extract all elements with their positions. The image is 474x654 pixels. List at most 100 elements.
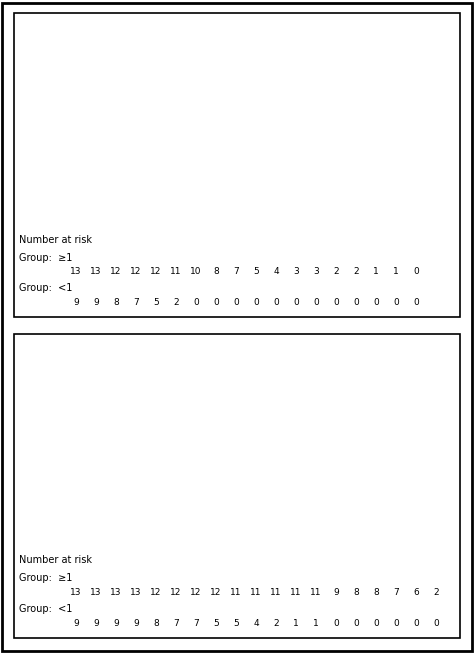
Text: 9: 9 bbox=[113, 619, 119, 628]
Line: <1: <1 bbox=[76, 28, 196, 226]
≥1 bbox=[173, 38, 179, 46]
Legend: ≥1, <1: ≥1, <1 bbox=[358, 398, 431, 448]
Text: 0: 0 bbox=[253, 298, 259, 307]
Text: 8: 8 bbox=[373, 587, 379, 596]
<1 bbox=[113, 38, 118, 46]
Text: 7: 7 bbox=[233, 267, 239, 276]
≥1 bbox=[273, 161, 279, 169]
≥1 bbox=[393, 206, 399, 214]
≥1 bbox=[133, 345, 139, 353]
≥1 bbox=[313, 177, 319, 184]
<1 bbox=[293, 477, 299, 485]
≥1 bbox=[133, 345, 139, 353]
Text: 0: 0 bbox=[433, 619, 439, 628]
<1 bbox=[183, 157, 189, 165]
<1 bbox=[323, 543, 329, 551]
≥1 bbox=[313, 406, 319, 414]
Text: 3: 3 bbox=[313, 267, 319, 276]
≥1 bbox=[93, 24, 99, 32]
≥1 bbox=[373, 192, 379, 200]
Text: 1: 1 bbox=[373, 267, 379, 276]
≥1 bbox=[403, 473, 409, 481]
<1 bbox=[293, 521, 299, 528]
≥1 bbox=[273, 375, 279, 383]
Text: Group:  ≥1: Group: ≥1 bbox=[19, 574, 73, 583]
Text: 0: 0 bbox=[413, 619, 419, 628]
≥1 bbox=[253, 131, 259, 139]
Text: 7: 7 bbox=[193, 619, 199, 628]
≥1 bbox=[273, 147, 279, 155]
≥1 bbox=[253, 375, 259, 383]
≥1 bbox=[353, 438, 359, 445]
≥1 bbox=[333, 420, 339, 428]
Text: 3: 3 bbox=[293, 267, 299, 276]
Text: 13: 13 bbox=[130, 587, 142, 596]
<1 bbox=[193, 388, 199, 396]
Text: OS: OS bbox=[403, 354, 429, 373]
≥1 bbox=[73, 345, 79, 353]
<1 bbox=[253, 456, 259, 464]
Text: 0: 0 bbox=[393, 298, 399, 307]
Text: 9: 9 bbox=[133, 619, 139, 628]
Text: 0: 0 bbox=[333, 619, 339, 628]
≥1 bbox=[233, 131, 239, 139]
<1 bbox=[323, 543, 329, 551]
<1 bbox=[153, 360, 159, 368]
≥1 bbox=[393, 438, 399, 445]
≥1 bbox=[153, 345, 159, 353]
≥1 bbox=[433, 206, 439, 214]
Text: 11: 11 bbox=[270, 587, 282, 596]
Text: 0: 0 bbox=[213, 298, 219, 307]
Text: PFS: PFS bbox=[397, 34, 429, 52]
Text: 2: 2 bbox=[353, 267, 359, 276]
<1 bbox=[113, 46, 118, 54]
<1 bbox=[93, 38, 99, 46]
Text: 0: 0 bbox=[233, 298, 239, 307]
Text: 8: 8 bbox=[113, 298, 119, 307]
≥1 bbox=[433, 497, 439, 505]
Text: 8: 8 bbox=[353, 587, 359, 596]
Text: 5: 5 bbox=[153, 298, 159, 307]
<1 bbox=[313, 521, 319, 528]
Text: 0: 0 bbox=[373, 298, 379, 307]
≥1 bbox=[393, 206, 399, 214]
Text: Number at risk: Number at risk bbox=[19, 555, 92, 565]
≥1 bbox=[313, 420, 319, 428]
<1 bbox=[233, 434, 239, 441]
≥1 bbox=[233, 99, 239, 107]
Text: 1: 1 bbox=[313, 619, 319, 628]
<1 bbox=[73, 345, 79, 353]
≥1 bbox=[83, 24, 89, 32]
≥1 bbox=[293, 161, 299, 169]
<1 bbox=[133, 46, 139, 54]
≥1 bbox=[83, 24, 89, 32]
≥1 bbox=[193, 58, 199, 66]
<1 bbox=[133, 345, 139, 353]
≥1 bbox=[153, 38, 159, 46]
Text: 0: 0 bbox=[353, 298, 359, 307]
<1 bbox=[173, 94, 179, 101]
Text: 11: 11 bbox=[170, 267, 182, 276]
Text: 12: 12 bbox=[150, 587, 162, 596]
Text: 2: 2 bbox=[333, 267, 339, 276]
≥1 bbox=[353, 420, 359, 428]
Text: Group:  <1: Group: <1 bbox=[19, 604, 73, 613]
≥1 bbox=[133, 38, 139, 46]
Text: 7: 7 bbox=[393, 587, 399, 596]
Text: 0: 0 bbox=[333, 298, 339, 307]
Text: 0: 0 bbox=[353, 619, 359, 628]
Text: 12: 12 bbox=[170, 587, 182, 596]
≥1 bbox=[213, 360, 219, 368]
Y-axis label: Survival probability (%): Survival probability (%) bbox=[34, 387, 44, 509]
Text: 11: 11 bbox=[230, 587, 242, 596]
Text: 0: 0 bbox=[273, 298, 279, 307]
≥1 bbox=[213, 360, 219, 368]
<1 bbox=[153, 94, 159, 101]
Text: 5: 5 bbox=[233, 619, 239, 628]
<1 bbox=[273, 477, 279, 485]
Text: 0: 0 bbox=[293, 298, 299, 307]
≥1 bbox=[173, 38, 179, 46]
<1 bbox=[183, 113, 189, 121]
≥1 bbox=[273, 375, 279, 383]
≥1 bbox=[333, 177, 339, 184]
